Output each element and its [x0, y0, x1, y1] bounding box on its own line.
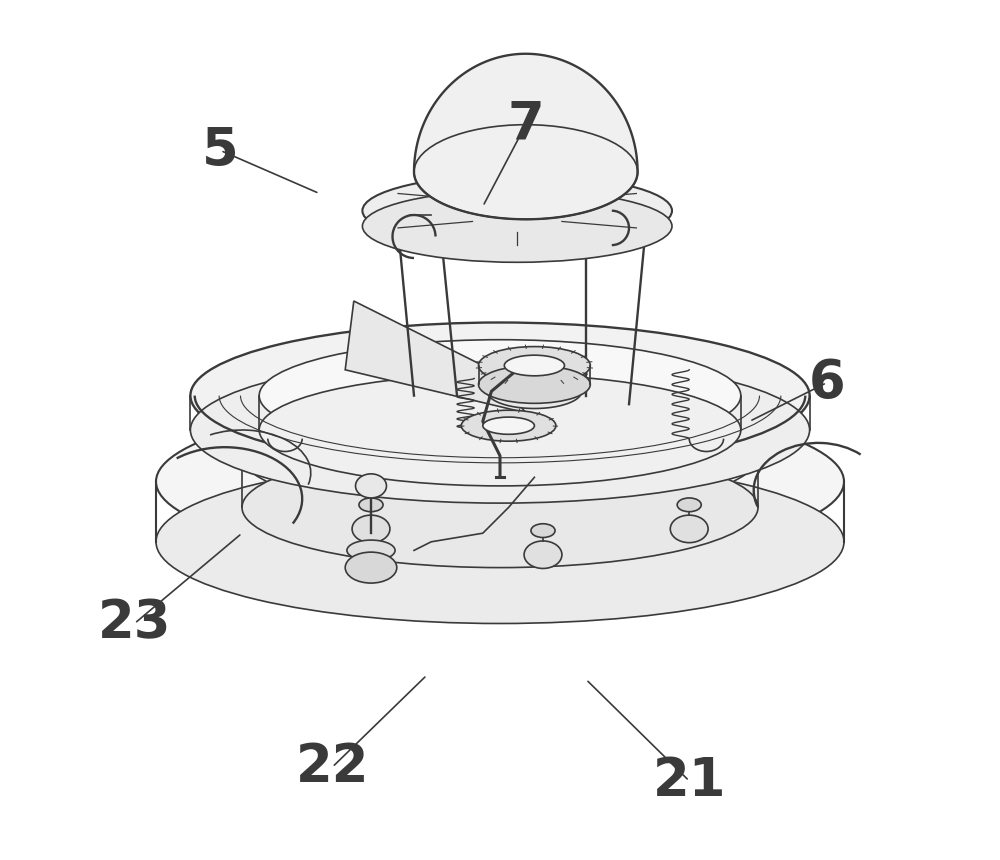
Ellipse shape: [483, 417, 534, 434]
Ellipse shape: [345, 552, 397, 583]
Ellipse shape: [190, 357, 810, 503]
Ellipse shape: [362, 175, 672, 247]
Text: 21: 21: [652, 755, 726, 807]
Text: 6: 6: [808, 357, 845, 408]
Ellipse shape: [242, 447, 758, 568]
Ellipse shape: [259, 374, 741, 486]
Ellipse shape: [479, 366, 590, 403]
Text: 7: 7: [507, 99, 544, 150]
Ellipse shape: [677, 498, 701, 512]
Ellipse shape: [156, 460, 844, 624]
Ellipse shape: [242, 396, 758, 516]
Ellipse shape: [362, 190, 672, 262]
Ellipse shape: [190, 322, 810, 469]
Polygon shape: [487, 366, 582, 408]
Text: 22: 22: [296, 741, 369, 793]
Ellipse shape: [531, 524, 555, 538]
Ellipse shape: [356, 474, 386, 498]
Text: 23: 23: [98, 598, 171, 649]
Ellipse shape: [461, 410, 556, 441]
Ellipse shape: [524, 541, 562, 568]
Polygon shape: [414, 54, 638, 219]
Ellipse shape: [504, 355, 564, 376]
Ellipse shape: [479, 347, 590, 384]
Ellipse shape: [156, 400, 844, 563]
Polygon shape: [345, 301, 526, 413]
Ellipse shape: [259, 340, 741, 452]
Text: 5: 5: [202, 125, 239, 176]
Ellipse shape: [359, 498, 383, 512]
Ellipse shape: [670, 515, 708, 543]
Ellipse shape: [352, 515, 390, 543]
Ellipse shape: [347, 540, 395, 561]
